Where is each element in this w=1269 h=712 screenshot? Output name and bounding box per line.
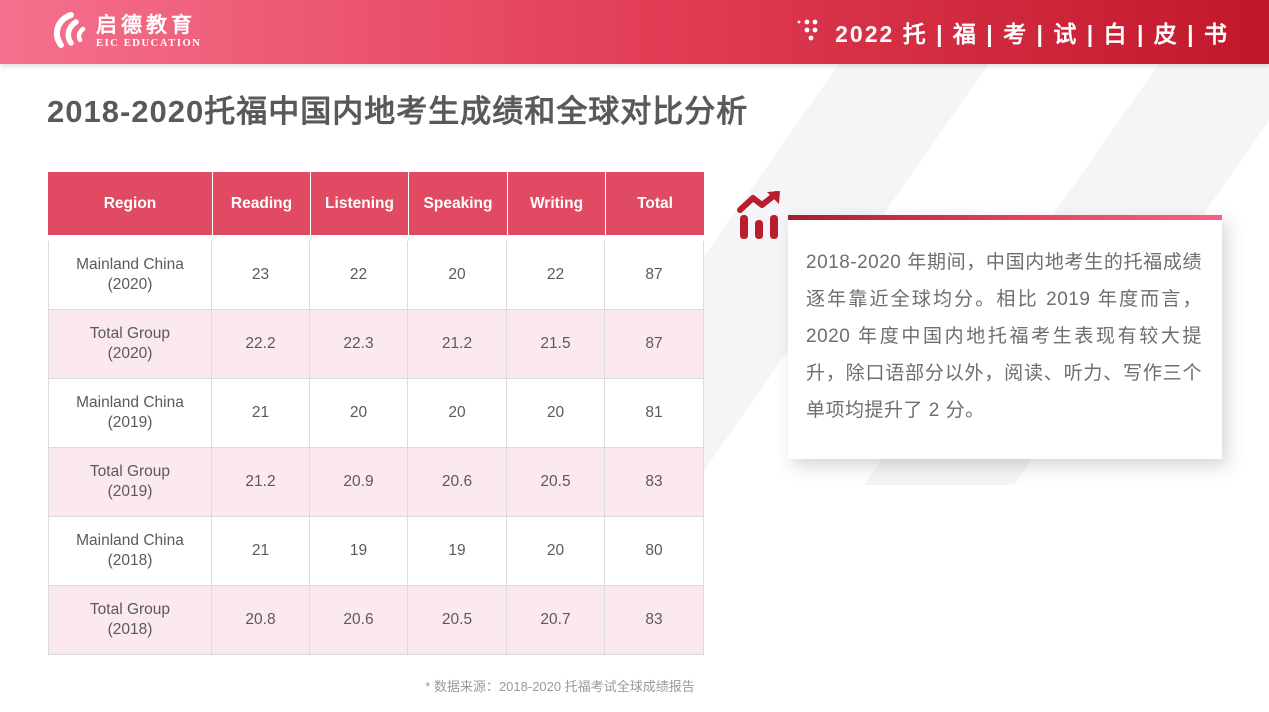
- brand-text: 启德教育 EIC EDUCATION: [96, 14, 202, 49]
- score-cell: 22.3: [310, 310, 408, 379]
- score-cell: 87: [605, 241, 704, 310]
- column-header: Reading: [212, 172, 310, 235]
- column-header: Region: [48, 172, 212, 235]
- score-cell: 87: [605, 310, 704, 379]
- score-cell: 19: [310, 517, 408, 586]
- accent-line: [788, 215, 1222, 220]
- column-header: Listening: [310, 172, 408, 235]
- score-cell: 21: [212, 379, 310, 448]
- score-cell: 83: [605, 448, 704, 517]
- score-cell: 19: [408, 517, 507, 586]
- region-cell: Total Group (2020): [48, 310, 212, 379]
- region-cell: Mainland China (2019): [48, 379, 212, 448]
- page-title: 2018-2020托福中国内地考生成绩和全球对比分析: [47, 94, 749, 129]
- score-cell: 83: [605, 586, 704, 655]
- score-cell: 22: [310, 241, 408, 310]
- score-cell: 20.9: [310, 448, 408, 517]
- score-cell: 21: [212, 517, 310, 586]
- region-cell: Mainland China (2020): [48, 241, 212, 310]
- eic-logo-icon: [46, 8, 86, 57]
- score-cell: 20.7: [507, 586, 605, 655]
- column-header: Total: [605, 172, 704, 235]
- region-cell: Total Group (2019): [48, 448, 212, 517]
- score-table: Region Reading Listening Speaking Writin…: [48, 172, 704, 655]
- brand-logo: 启德教育 EIC EDUCATION: [46, 8, 202, 57]
- brand-name-en: EIC EDUCATION: [96, 37, 202, 49]
- whitepaper-title: 2022 托 | 福 | 考 | 试 | 白 | 皮 | 书: [835, 21, 1229, 47]
- analysis-text: 2018-2020 年期间，中国内地考生的托福成绩逐年靠近全球均分。相比 201…: [806, 252, 1202, 421]
- score-cell: 21.5: [507, 310, 605, 379]
- analysis-callout-card: 2018-2020 年期间，中国内地考生的托福成绩逐年靠近全球均分。相比 201…: [788, 215, 1222, 459]
- score-cell: 20: [310, 379, 408, 448]
- score-cell: 20.6: [408, 448, 507, 517]
- score-cell: 20.5: [507, 448, 605, 517]
- region-cell: Mainland China (2018): [48, 517, 212, 586]
- header-bar: 启德教育 EIC EDUCATION 2022 托 | 福 | 考 | 试 | …: [0, 0, 1269, 64]
- score-cell: 20: [408, 241, 507, 310]
- dots-pattern-icon: [795, 17, 821, 48]
- column-header: Speaking: [408, 172, 507, 235]
- data-source-footnote: * 数据来源：2018-2020 托福考试全球成绩报告: [425, 679, 695, 694]
- score-cell: 21.2: [212, 448, 310, 517]
- brand-name-cn: 启德教育: [96, 14, 196, 38]
- score-cell: 20: [507, 379, 605, 448]
- region-cell: Total Group (2018): [48, 586, 212, 655]
- score-cell: 80: [605, 517, 704, 586]
- score-cell: 22: [507, 241, 605, 310]
- score-cell: 81: [605, 379, 704, 448]
- score-cell: 20.8: [212, 586, 310, 655]
- score-cell: 20.6: [310, 586, 408, 655]
- column-header: Writing: [507, 172, 605, 235]
- header-right: 2022 托 | 福 | 考 | 试 | 白 | 皮 | 书: [795, 15, 1229, 49]
- score-cell: 20: [408, 379, 507, 448]
- score-cell: 21.2: [408, 310, 507, 379]
- score-cell: 23: [212, 241, 310, 310]
- score-cell: 20.5: [408, 586, 507, 655]
- score-cell: 20: [507, 517, 605, 586]
- bar-chart-trend-icon: [736, 191, 792, 248]
- score-cell: 22.2: [212, 310, 310, 379]
